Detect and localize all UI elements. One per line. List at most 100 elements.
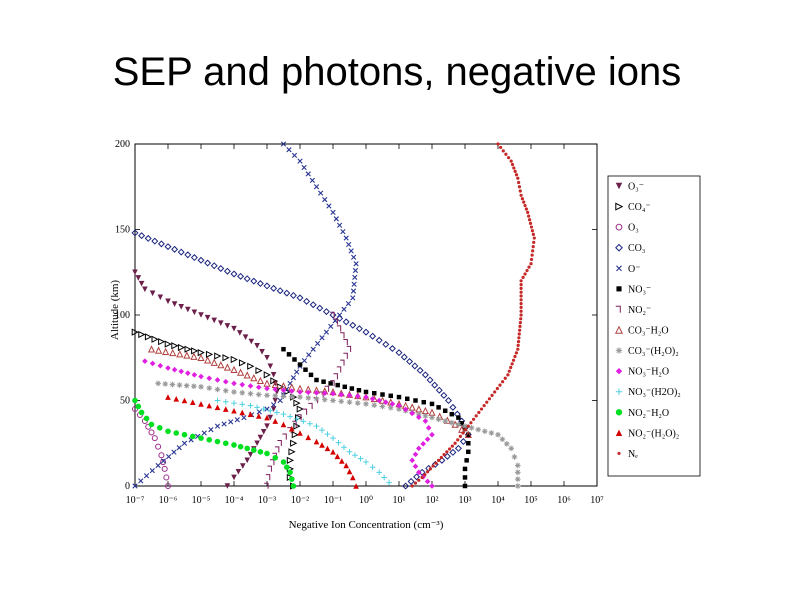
data-point: [166, 453, 172, 460]
data-point: [201, 430, 207, 436]
data-point: [369, 395, 376, 402]
data-point: [449, 419, 455, 426]
data-point: [529, 225, 534, 229]
data-point: [164, 482, 172, 490]
data-point: [239, 381, 246, 388]
data-point: [208, 426, 214, 433]
data-point: [382, 340, 390, 348]
data-point: [350, 474, 356, 481]
data-point: [429, 483, 435, 489]
legend-item: NO₃⁻(H2O)₂: [615, 387, 681, 398]
data-point: [256, 280, 264, 288]
data-point: [288, 476, 295, 482]
data-point: [198, 373, 204, 380]
data-point: [290, 439, 298, 447]
data-point: [313, 390, 320, 396]
legend-item: CO₃: [615, 243, 645, 254]
data-point: [509, 159, 513, 163]
data-point: [521, 275, 525, 279]
data-point: [355, 325, 363, 333]
data-point: [424, 436, 431, 443]
data-point: [289, 291, 297, 300]
data-point: [503, 376, 507, 380]
data-point: [280, 387, 287, 394]
data-point: [516, 176, 520, 180]
data-point: [173, 395, 180, 402]
legend-box: [607, 175, 701, 477]
data-point: [346, 449, 353, 455]
data-point: [513, 354, 517, 359]
data-point: [329, 311, 337, 319]
data-point: [297, 362, 303, 367]
x-tick-label: 10⁻⁵: [192, 495, 211, 506]
data-point: [280, 393, 287, 400]
data-point: [263, 282, 271, 290]
data-point: [429, 414, 435, 421]
series: [264, 311, 352, 489]
data-point: [293, 416, 300, 422]
data-point: [264, 354, 270, 361]
data-point: [519, 305, 523, 309]
data-point: [376, 397, 382, 404]
data-point: [504, 441, 510, 447]
data-point: [181, 397, 188, 404]
data-point: [158, 452, 165, 459]
data-point: [162, 347, 170, 355]
data-point: [247, 390, 254, 397]
data-point: [224, 483, 231, 489]
data-point: [143, 415, 150, 422]
data-point: [260, 406, 267, 412]
data-point: [617, 451, 621, 456]
data-point: [247, 451, 254, 458]
data-point: [614, 325, 624, 334]
data-point: [178, 303, 184, 310]
data-point: [407, 477, 415, 485]
data-point: [223, 363, 232, 371]
data-point: [222, 440, 229, 447]
data-point: [307, 420, 313, 427]
data-point: [326, 203, 332, 209]
series: [132, 397, 297, 489]
data-point: [231, 400, 237, 406]
data-point: [456, 438, 460, 442]
data-point: [519, 290, 523, 294]
data-point: [388, 345, 396, 353]
data-point: [439, 455, 443, 460]
data-point: [293, 399, 301, 407]
data-point: [223, 267, 231, 275]
data-point: [296, 405, 304, 413]
data-point: [449, 411, 455, 417]
data-point: [343, 462, 349, 469]
data-point: [513, 169, 517, 173]
data-point: [297, 389, 303, 395]
legend-label: NO₂⁻: [628, 305, 651, 316]
data-point: [280, 421, 287, 428]
legend-item: CO₃⁻H₂O: [614, 325, 669, 337]
data-point: [471, 417, 476, 421]
data-point: [354, 393, 361, 400]
data-point: [455, 421, 462, 428]
data-point: [144, 333, 153, 341]
data-point: [254, 342, 260, 349]
data-point: [301, 357, 308, 364]
data-point: [531, 249, 535, 253]
data-point: [248, 338, 255, 345]
data-point: [424, 478, 431, 485]
data-point: [288, 388, 295, 394]
data-point: [272, 386, 279, 393]
data-point: [482, 404, 486, 408]
legend-label: CO₃⁻(H₂O)₂: [628, 346, 679, 357]
data-point: [250, 277, 258, 285]
data-point: [228, 419, 234, 425]
data-point: [313, 423, 320, 429]
data-point: [426, 470, 430, 474]
data-point: [335, 382, 340, 388]
data-point: [466, 449, 471, 455]
data-point: [345, 300, 352, 307]
series: [131, 406, 172, 490]
data-point: [305, 434, 312, 441]
data-point: [143, 473, 150, 479]
data-point: [288, 448, 296, 456]
data-point: [132, 269, 138, 276]
data-point: [154, 346, 163, 354]
